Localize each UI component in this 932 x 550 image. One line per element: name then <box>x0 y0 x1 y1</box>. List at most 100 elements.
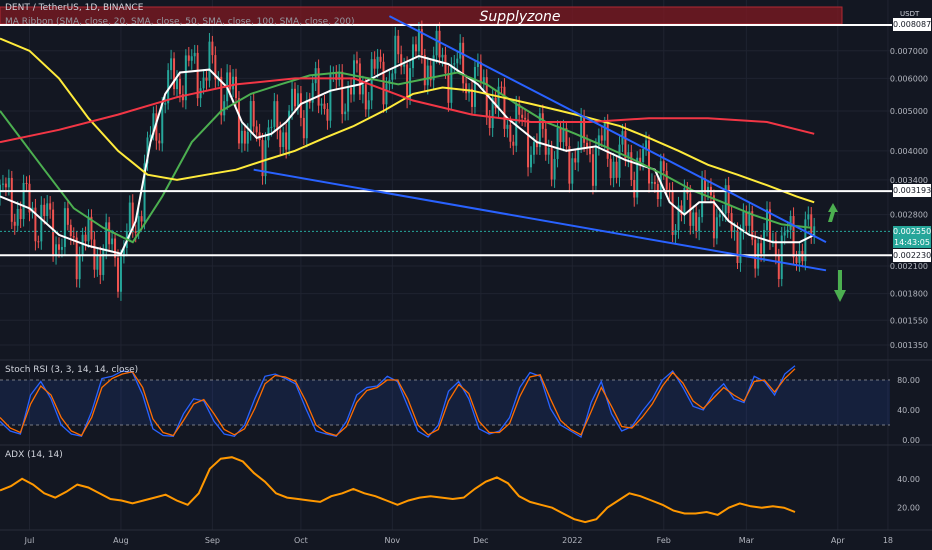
candle-body <box>187 55 190 61</box>
candle-body <box>255 126 258 133</box>
candle-body <box>214 55 217 80</box>
y-tick-label: 0.007000 <box>890 47 928 56</box>
candle-body <box>367 100 370 110</box>
candle-body <box>783 232 786 236</box>
candle-body <box>7 177 10 188</box>
y-tick-label: 0.001350 <box>890 341 928 350</box>
candle-body <box>650 181 653 184</box>
candle-body <box>246 131 249 144</box>
candle-body <box>571 158 574 184</box>
candle-body <box>813 226 816 236</box>
candle-body <box>745 211 748 226</box>
candle-body <box>140 216 143 222</box>
candle-body <box>494 97 497 109</box>
ma-ribbon-legend: MA Ribbon (SMA, close, 20, SMA, close, 5… <box>5 17 355 27</box>
candle-body <box>450 64 453 103</box>
candle-body <box>485 77 488 118</box>
candle-body <box>137 216 140 234</box>
x-tick-label: Mar <box>739 536 755 545</box>
candle-body <box>361 84 364 95</box>
candle-body <box>69 224 72 237</box>
candle-body <box>167 70 170 104</box>
candle-body <box>335 73 338 80</box>
candle-body <box>161 104 164 144</box>
candle-body <box>326 108 329 121</box>
candle-body <box>311 83 314 103</box>
candle-body <box>285 132 288 150</box>
candle-body <box>149 134 152 138</box>
down-arrow-icon <box>834 270 846 302</box>
candle-body <box>355 60 358 64</box>
stoch-line-D <box>0 368 796 437</box>
candle-body <box>190 56 193 61</box>
level-badge-top: 0.008087 <box>893 18 932 31</box>
candle-body <box>429 65 432 81</box>
stoch-rsi-title: Stoch RSI (3, 3, 14, 14, close) <box>5 365 139 375</box>
candle-body <box>659 161 662 200</box>
candle-body <box>786 229 789 233</box>
candle-body <box>28 183 31 213</box>
candle-body <box>521 114 524 118</box>
candle-body <box>665 170 668 190</box>
candle-body <box>208 41 211 81</box>
candle-body <box>727 185 730 214</box>
candle-body <box>117 257 119 292</box>
candle-body <box>102 250 105 275</box>
adx-line <box>0 456 796 524</box>
candle-body <box>25 182 28 184</box>
candle-body <box>553 158 556 180</box>
candle-body <box>530 154 532 168</box>
candle-body <box>565 128 568 147</box>
candle-body <box>249 101 252 132</box>
candle-body <box>46 203 49 217</box>
x-tick-label: 2022 <box>562 536 582 545</box>
candle-body <box>131 202 134 232</box>
candle-body <box>397 35 400 55</box>
candle-body <box>556 128 559 159</box>
candle-body <box>243 130 246 144</box>
y-tick-label: 0.005000 <box>890 107 928 116</box>
candle-body <box>438 30 441 58</box>
adx-y-tick: 20.00 <box>897 504 920 513</box>
candle-body <box>34 207 37 242</box>
candle-body <box>594 146 597 186</box>
candle-body <box>49 203 52 210</box>
y-tick-label: 0.002800 <box>890 211 928 220</box>
x-tick-label: Jul <box>24 536 35 545</box>
candle-body <box>583 116 586 143</box>
up-arrow-icon <box>828 203 838 222</box>
candle-body <box>544 128 547 155</box>
candle-body <box>329 73 332 121</box>
candle-body <box>205 77 208 81</box>
x-tick-label: Nov <box>385 536 401 545</box>
candle-body <box>111 238 114 245</box>
candle-body <box>577 147 580 163</box>
y-tick-label: 0.001800 <box>890 290 928 299</box>
price-badge-value: 0.002550 <box>893 227 932 236</box>
candle-body <box>692 212 695 226</box>
candle-body <box>748 211 751 226</box>
candle-body <box>417 29 420 52</box>
candle-body <box>559 128 562 143</box>
candle-body <box>235 76 237 99</box>
candle-body <box>60 246 63 250</box>
candle-body <box>276 101 279 131</box>
candle-body <box>792 216 795 258</box>
candle-body <box>178 78 181 95</box>
candle-body <box>435 30 438 56</box>
candle-body <box>777 255 780 280</box>
candle-body <box>680 205 683 215</box>
candle-body <box>512 141 515 146</box>
candle-body <box>506 124 509 129</box>
candle-body <box>382 61 385 105</box>
x-tick-label: Aug <box>113 536 129 545</box>
sma-line-3 <box>0 37 815 204</box>
candle-body <box>229 72 232 90</box>
candle-body <box>84 234 87 242</box>
level-badge-upper: 0.003193 <box>893 184 932 197</box>
candle-body <box>456 58 459 64</box>
candle-body <box>742 211 745 232</box>
candle-body <box>43 204 46 217</box>
candle-body <box>261 139 264 177</box>
